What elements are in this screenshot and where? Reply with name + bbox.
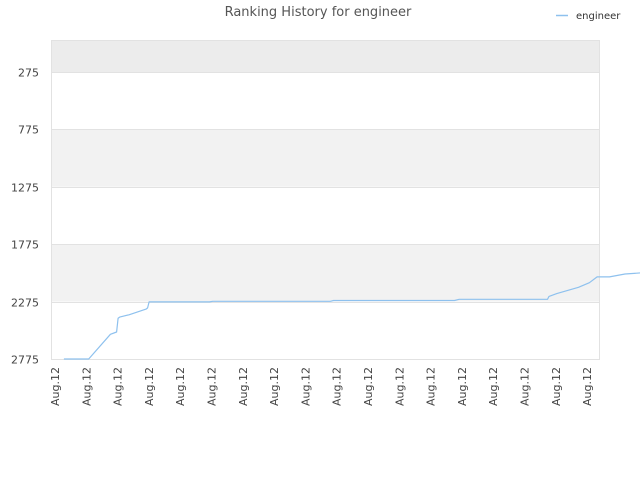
x-tick-label: Aug.12 [299,367,312,406]
x-tick-label: Aug.12 [393,367,406,406]
x-axis: Aug.12 Aug.12 Aug.12 Aug.12 Aug.12 Aug.12 Aug.… [49,367,594,406]
x-tick-label: Aug.12 [174,367,187,406]
y-tick-label: 1275 [11,182,39,195]
y-axis: 275 775 1275 1775 2275 2775 [11,67,39,367]
legend: engineer [556,11,621,22]
x-tick-label: Aug.12 [550,367,563,406]
x-tick-label: Aug.12 [143,367,156,406]
y-tick-label: 775 [18,124,39,137]
y-tick-label: 275 [18,67,39,80]
x-tick-label: Aug.12 [237,367,250,406]
x-tick-label: Aug.12 [331,367,344,406]
gridlines [51,72,600,360]
x-tick-label: Aug.12 [268,367,281,406]
x-tick-label: Aug.12 [206,367,219,406]
series-line [63,272,640,360]
background-band [51,72,600,130]
y-tick-label: 2275 [11,297,39,310]
series-layer [63,272,640,360]
background-band [51,244,600,302]
background-band [51,129,600,187]
x-tick-label: Aug.12 [362,367,375,406]
background-bands [51,40,600,360]
background-band [51,186,600,245]
y-tick-label: 1775 [11,239,39,252]
background-band [51,301,600,360]
x-tick-label: Aug.12 [456,367,469,406]
y-tick-label: 2775 [11,354,39,367]
x-tick-label: Aug.12 [425,367,438,406]
x-tick-label: Aug.12 [80,367,93,406]
x-tick-label: Aug.12 [519,367,532,406]
background-band [51,40,600,72]
x-tick-label: Aug.12 [581,367,594,406]
x-tick-label: Aug.12 [487,367,500,406]
x-tick-label: Aug.12 [49,367,62,406]
chart-title: Ranking History for engineer [225,5,412,20]
legend-label: engineer [576,11,621,22]
x-tick-label: Aug.12 [112,367,125,406]
